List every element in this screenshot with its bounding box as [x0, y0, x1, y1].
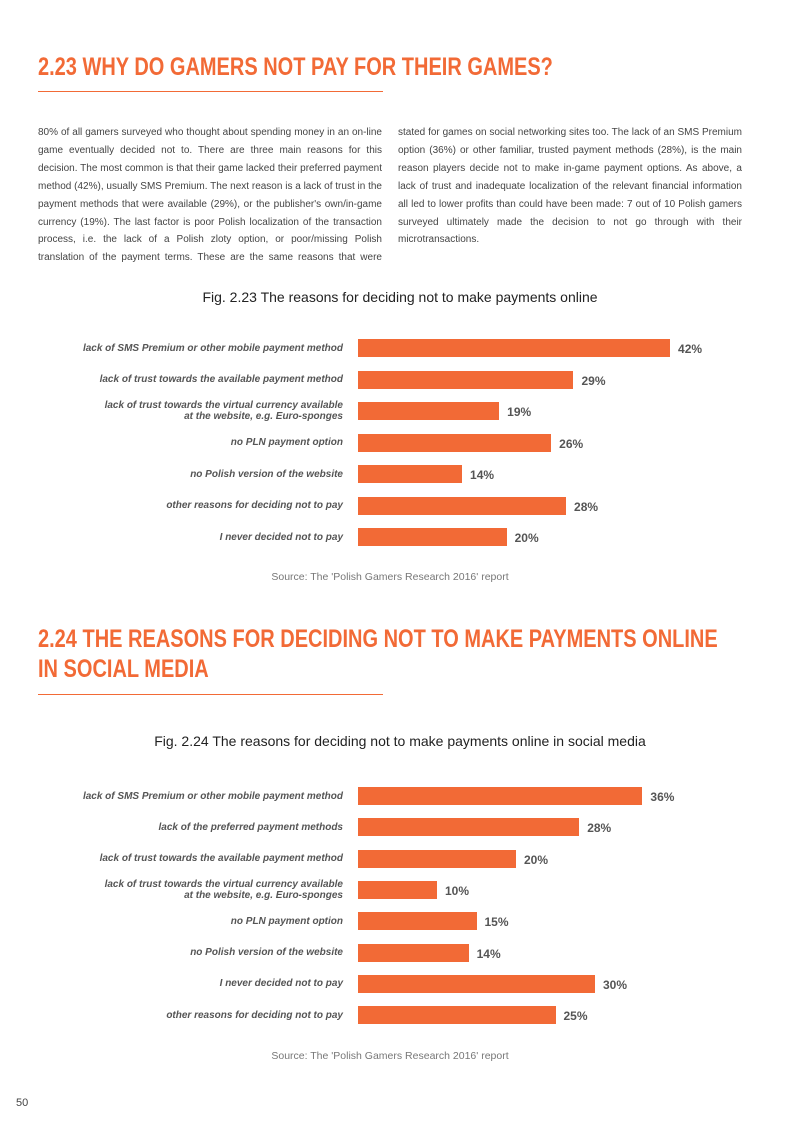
title-rule: [38, 694, 383, 695]
bar: [358, 943, 469, 962]
category-label: other reasons for deciding not to pay: [166, 500, 343, 511]
section-title: 2.23 WHY DO GAMERS NOT PAY FOR THEIR GAM…: [38, 53, 553, 81]
bar: [358, 880, 437, 899]
value-label: 14%: [476, 946, 501, 961]
category-label: no Polish version of the website: [190, 468, 343, 480]
source-note: Source: The 'Polish Gamers Research 2016…: [271, 1050, 509, 1062]
value-label: 20%: [524, 852, 549, 867]
value-label: 36%: [650, 790, 675, 804]
category-label: no Polish version of the website: [190, 947, 343, 958]
bar: [358, 528, 507, 546]
value-label: 29%: [581, 373, 606, 388]
value-label: 42%: [678, 342, 703, 356]
category-label: I never decided not to pay: [219, 978, 343, 990]
category-label: lack of trust towards the available paym…: [99, 374, 343, 385]
section-title: 2.24 THE REASONS FOR DECIDING NOT TO MAK…: [38, 625, 718, 683]
value-label: 28%: [574, 499, 599, 514]
bar: [358, 496, 567, 515]
bar: [358, 787, 643, 805]
category-label: lack of trust towards the virtual curren…: [104, 400, 343, 422]
category-label: lack of trust towards the available paym…: [99, 853, 343, 865]
bar: [358, 912, 477, 931]
category-label: I never decided not to pay: [219, 531, 343, 543]
body-text: 80% of all gamers surveyed who thought a…: [38, 127, 742, 264]
bar: [358, 402, 500, 420]
value-label: 28%: [587, 821, 612, 836]
bar: [358, 339, 671, 357]
value-label: 26%: [559, 436, 584, 451]
figure-caption: Fig. 2.24 The reasons for deciding not t…: [154, 733, 646, 749]
value-label: 25%: [563, 1009, 588, 1024]
value-label: 30%: [603, 977, 628, 992]
category-label: lack of SMS Premium or other mobile paym…: [82, 342, 343, 354]
figure-caption: Fig. 2.23 The reasons for deciding not t…: [202, 289, 598, 305]
value-label: 19%: [507, 405, 532, 419]
bar: [358, 465, 463, 483]
value-label: 14%: [470, 468, 495, 482]
page-number: 50: [16, 1097, 29, 1109]
value-label: 20%: [514, 531, 539, 545]
bar: [358, 818, 580, 837]
bar: [358, 974, 595, 993]
bar: [358, 433, 552, 452]
source-note: Source: The 'Polish Gamers Research 2016…: [271, 571, 509, 583]
title-rule: [38, 91, 383, 92]
value-label: 15%: [484, 915, 509, 930]
category-label: lack of the preferred payment methods: [158, 821, 344, 833]
category-label: other reasons for deciding not to pay: [166, 1009, 343, 1021]
value-label: 10%: [445, 883, 470, 898]
bar: [358, 849, 516, 868]
category-label: no PLN payment option: [230, 915, 343, 927]
category-label: no PLN payment option: [230, 437, 343, 448]
bar: [358, 1006, 556, 1025]
category-label: lack of trust towards the virtual curren…: [104, 878, 343, 901]
category-label: lack of SMS Premium or other mobile paym…: [82, 790, 343, 802]
bar: [358, 370, 574, 389]
